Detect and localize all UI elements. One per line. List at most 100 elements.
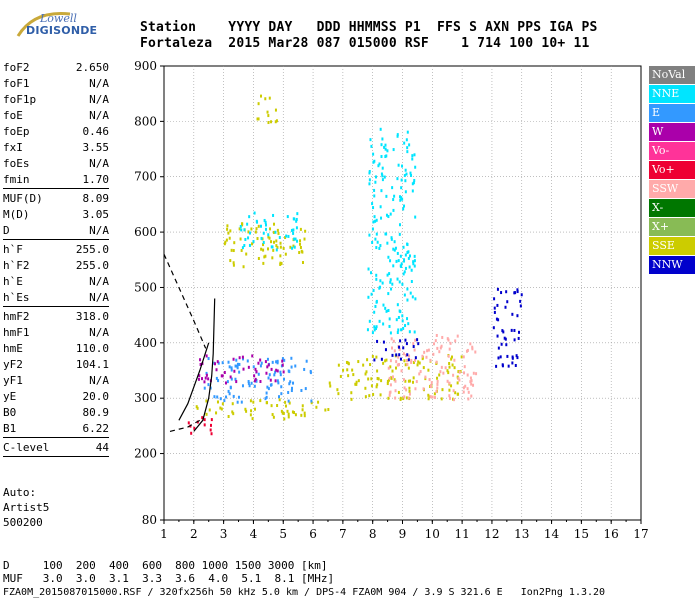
echo-point <box>259 399 262 403</box>
echo-point <box>274 370 277 374</box>
echo-point <box>272 213 275 217</box>
echo-point <box>457 376 460 380</box>
echo-point <box>395 353 398 357</box>
x-tick-label: 1 <box>160 527 168 541</box>
echo-point <box>277 231 280 235</box>
echo-point <box>505 290 508 294</box>
echo-point <box>389 259 392 263</box>
header-labels: Station YYYY DAY DDD HHMMSS P1 FFS S AXN… <box>140 20 598 35</box>
echo-point <box>274 379 277 383</box>
param-key: foEp <box>3 125 30 138</box>
echo-point <box>428 395 431 399</box>
echo-point <box>381 178 384 182</box>
echo-point <box>402 397 405 401</box>
echo-point <box>251 417 254 421</box>
echo-point <box>471 347 474 351</box>
echo-point <box>253 384 256 388</box>
echo-point <box>373 188 376 192</box>
echo-point <box>397 163 400 167</box>
echo-point <box>514 291 517 295</box>
plot-frame <box>163 65 642 521</box>
echo-point <box>294 413 297 417</box>
echo-point <box>392 247 395 251</box>
echo-point <box>470 379 473 383</box>
echo-point <box>193 426 196 430</box>
echo-point <box>439 346 442 350</box>
echo-point <box>385 213 388 217</box>
echo-point <box>412 361 415 365</box>
echo-point <box>276 404 279 408</box>
echo-point <box>388 324 391 328</box>
echo-point <box>429 358 432 362</box>
echo-point <box>516 356 519 360</box>
echo-point <box>470 394 473 398</box>
echo-point <box>412 260 415 264</box>
echo-point <box>499 355 502 359</box>
echo-point <box>380 189 383 193</box>
echo-point <box>370 271 373 275</box>
echo-point <box>497 346 500 350</box>
echo-point <box>441 335 444 339</box>
echo-point <box>451 363 454 367</box>
echo-point <box>376 383 379 387</box>
echo-point <box>397 390 400 394</box>
echo-point <box>447 371 450 375</box>
echo-point <box>399 339 402 343</box>
echo-point <box>256 220 259 224</box>
echo-point <box>511 356 514 360</box>
echo-point <box>230 366 233 370</box>
echo-point <box>199 362 202 366</box>
echo-point <box>227 389 230 393</box>
echo-point <box>415 380 418 384</box>
echo-point <box>272 415 275 419</box>
echo-point <box>387 215 390 219</box>
echo-point <box>368 169 371 173</box>
echo-point <box>398 345 401 349</box>
echo-point <box>504 337 507 341</box>
param-row: yF2 104.1 <box>3 357 109 373</box>
echo-point <box>434 339 437 343</box>
echo-point <box>393 378 396 382</box>
echo-point <box>234 377 237 381</box>
param-value: 80.9 <box>82 406 110 419</box>
echo-point <box>370 292 373 296</box>
param-key: D <box>3 224 10 237</box>
echo-point <box>374 237 377 241</box>
echo-point <box>299 239 302 243</box>
echo-point <box>387 378 390 382</box>
echo-point <box>254 367 257 371</box>
echo-point <box>456 334 459 338</box>
echo-point <box>262 261 265 265</box>
echo-point <box>280 409 283 413</box>
echo-point <box>505 343 508 347</box>
legend-item: SSW <box>649 180 695 198</box>
echo-point <box>406 242 409 246</box>
param-row: yE 20.0 <box>3 389 109 405</box>
echo-point <box>257 256 260 260</box>
param-row: foF2 2.650 <box>3 60 109 76</box>
echo-point <box>429 395 432 399</box>
echo-point <box>407 358 410 362</box>
echo-point <box>381 174 384 178</box>
echo-point <box>413 348 416 352</box>
echo-point <box>196 406 199 410</box>
echo-point <box>265 395 268 399</box>
echo-point <box>394 379 397 383</box>
echo-point <box>406 362 409 366</box>
echo-point <box>373 310 376 314</box>
y-tick-label: 400 <box>134 336 157 350</box>
echo-point <box>324 408 327 412</box>
echo-point <box>380 155 383 159</box>
echo-point <box>299 242 302 246</box>
echo-point <box>405 342 408 346</box>
echo-point <box>470 382 473 386</box>
param-key: h`F2 <box>3 259 30 272</box>
echo-point <box>367 377 370 381</box>
echo-point <box>238 227 241 231</box>
echo-point <box>248 231 251 235</box>
echo-point <box>299 227 302 231</box>
echo-point <box>276 228 279 232</box>
echo-point <box>285 234 288 238</box>
echo-point <box>406 130 409 134</box>
echo-point <box>288 401 291 405</box>
